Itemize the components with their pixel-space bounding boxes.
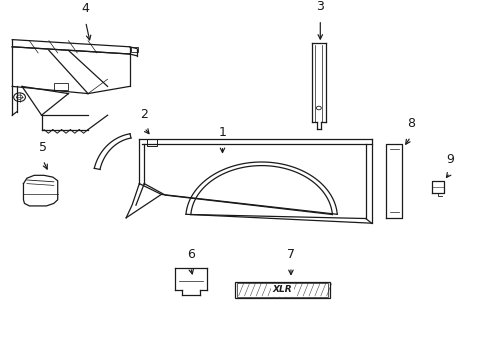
Text: 9: 9 [445, 153, 453, 166]
Text: 2: 2 [140, 108, 148, 121]
Bar [131, 47, 138, 52]
Bar [54, 83, 68, 90]
Text: 1: 1 [218, 126, 226, 139]
Text: 3: 3 [316, 0, 324, 13]
Text: 5: 5 [39, 141, 47, 154]
Bar [236, 283, 327, 297]
Text: XLR: XLR [272, 285, 292, 294]
Text: 4: 4 [81, 2, 89, 15]
Text: 8: 8 [406, 117, 414, 130]
Text: 7: 7 [286, 248, 294, 261]
Text: 6: 6 [186, 248, 194, 261]
Bar [146, 139, 157, 146]
Bar [234, 282, 329, 298]
